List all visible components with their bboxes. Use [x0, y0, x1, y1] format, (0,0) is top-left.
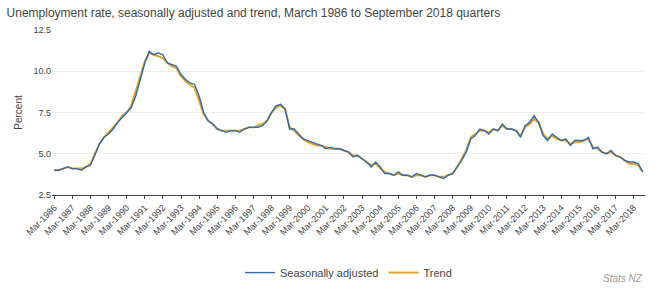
svg-text:Mar-1986: Mar-1986 [25, 203, 59, 237]
svg-text:Mar-2016: Mar-2016 [568, 203, 602, 237]
svg-text:Mar-1989: Mar-1989 [79, 203, 113, 237]
svg-text:Mar-1990: Mar-1990 [97, 203, 131, 237]
svg-text:Mar-1997: Mar-1997 [224, 203, 258, 237]
svg-text:Mar-2002: Mar-2002 [314, 203, 348, 237]
svg-text:5.0: 5.0 [38, 149, 51, 159]
svg-text:Mar-2005: Mar-2005 [369, 203, 403, 237]
svg-text:Unemployment rate, seasonally: Unemployment rate, seasonally adjusted a… [7, 6, 501, 20]
svg-text:Mar-2010: Mar-2010 [459, 203, 493, 237]
svg-text:Mar-1996: Mar-1996 [206, 203, 240, 237]
svg-text:Mar-1992: Mar-1992 [133, 203, 167, 237]
svg-text:Mar-2004: Mar-2004 [350, 203, 384, 237]
svg-text:Mar-1988: Mar-1988 [61, 203, 95, 237]
svg-text:Mar-2007: Mar-2007 [405, 203, 439, 237]
svg-text:Mar-2013: Mar-2013 [513, 203, 547, 237]
svg-text:Mar-2000: Mar-2000 [278, 203, 312, 237]
svg-text:Mar-2014: Mar-2014 [532, 203, 566, 237]
svg-text:Mar-1994: Mar-1994 [169, 203, 203, 237]
svg-text:Mar-1998: Mar-1998 [242, 203, 276, 237]
svg-text:Mar-2001: Mar-2001 [296, 203, 330, 237]
svg-text:Mar-1995: Mar-1995 [188, 203, 222, 237]
svg-text:Mar-2012: Mar-2012 [495, 203, 529, 237]
svg-text:Mar-2011: Mar-2011 [478, 203, 512, 237]
svg-text:Mar-2003: Mar-2003 [332, 203, 366, 237]
svg-text:Seasonally adjusted: Seasonally adjusted [280, 267, 378, 279]
svg-text:Mar-1987: Mar-1987 [43, 203, 77, 237]
svg-text:Stats NZ: Stats NZ [603, 273, 643, 284]
svg-text:Mar-2015: Mar-2015 [550, 203, 584, 237]
svg-text:Mar-2018: Mar-2018 [604, 203, 638, 237]
svg-text:Mar-1991: Mar-1991 [115, 203, 149, 237]
svg-text:Mar-2009: Mar-2009 [441, 203, 475, 237]
svg-text:7.5: 7.5 [38, 108, 51, 118]
svg-text:Mar-2017: Mar-2017 [586, 203, 620, 237]
svg-text:Mar-1993: Mar-1993 [151, 203, 185, 237]
svg-text:Trend: Trend [423, 267, 451, 279]
svg-text:Percent: Percent [13, 95, 24, 130]
svg-text:Mar-2006: Mar-2006 [387, 203, 421, 237]
svg-text:Mar-1999: Mar-1999 [260, 203, 294, 237]
svg-text:10.0: 10.0 [33, 66, 51, 76]
svg-text:Mar-2008: Mar-2008 [423, 203, 457, 237]
svg-text:12.5: 12.5 [33, 25, 51, 35]
svg-text:2.5: 2.5 [38, 190, 51, 200]
